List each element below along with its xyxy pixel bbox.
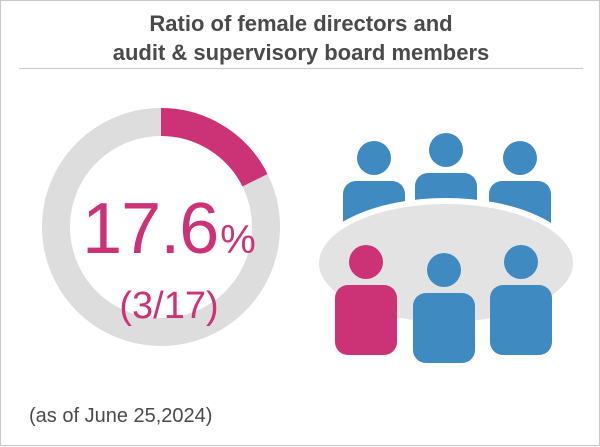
person-front-center [413,253,475,363]
person-front-female [335,245,397,355]
person-front-right [490,245,552,355]
percent-value: 17.6 [82,189,219,269]
percent-label: 17.6% [59,189,279,280]
donut-slice-female [160,108,268,187]
title-line-1: Ratio of female directors and [149,11,453,36]
as-of-date: (as of June 25,2024) [29,405,213,427]
fraction-label: (3/17) [119,285,219,327]
title-divider [19,68,583,69]
title-line-2: audit & supervisory board members [112,40,490,65]
meeting-table-people-icon [313,133,579,363]
donut-chart [42,108,280,346]
chart-title: Ratio of female directors and audit & su… [1,9,600,67]
percent-symbol: % [220,218,256,262]
